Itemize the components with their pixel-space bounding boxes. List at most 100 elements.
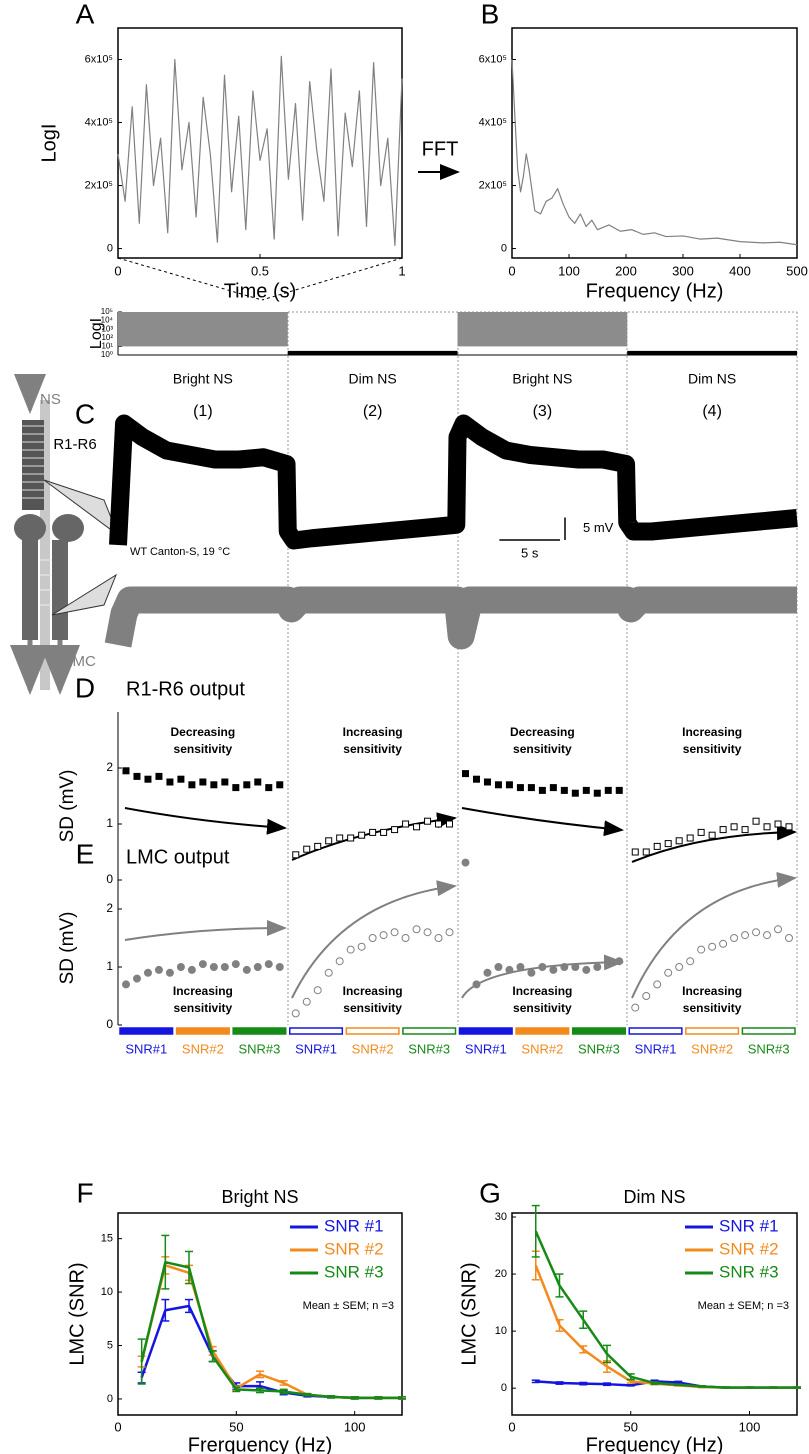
y-tick-label: 2x10⁵ — [85, 179, 113, 191]
point — [187, 965, 196, 974]
x-tick-label: 500 — [786, 263, 808, 278]
error-bar — [374, 1396, 383, 1400]
point — [209, 963, 218, 971]
y-tick-label: 10¹ — [101, 342, 113, 351]
point — [675, 963, 684, 971]
point — [461, 858, 470, 867]
point — [264, 960, 273, 969]
x-axis-label: Frequency (Hz) — [586, 280, 724, 302]
annotation: Increasing — [343, 725, 403, 739]
error-bar — [674, 1383, 683, 1387]
point — [686, 957, 695, 966]
y-tick-label: 0 — [501, 1382, 507, 1394]
y-tick-label: 1 — [106, 816, 113, 830]
point — [231, 960, 240, 969]
legend-label: SNR #3 — [719, 1262, 779, 1281]
legend-label: SNR #2 — [719, 1239, 779, 1258]
error-bar — [137, 1338, 146, 1385]
annotation: sensitivity — [343, 1001, 402, 1015]
voltage-trace — [109, 414, 798, 550]
point — [615, 957, 624, 966]
note: Mean ± SEM; n =3 — [303, 1300, 394, 1312]
error-bar — [650, 1381, 659, 1385]
y-tick-label: 2x10⁵ — [479, 179, 507, 191]
stimulus-label: NS — [40, 391, 61, 408]
snr-label: SNR#1 — [295, 1041, 337, 1056]
point — [560, 963, 569, 971]
point — [697, 945, 706, 954]
error-bar — [698, 1385, 706, 1388]
y-tick-label: 6x10⁵ — [85, 53, 113, 65]
point — [336, 834, 344, 842]
x-tick-label: 100 — [558, 263, 580, 278]
panel-letter: A — [76, 0, 95, 29]
point — [303, 845, 311, 853]
chart-title: LMC output — [126, 846, 230, 868]
data-line — [117, 55, 403, 246]
y-tick-label: 10⁰ — [101, 350, 113, 359]
point — [402, 820, 410, 828]
point — [122, 767, 130, 775]
point — [324, 968, 333, 977]
annotation: Increasing — [512, 984, 572, 998]
annotation: sensitivity — [683, 1001, 742, 1015]
error-bar — [579, 1345, 588, 1354]
error-bar — [603, 1382, 611, 1387]
y-tick-label: 10³ — [101, 324, 113, 333]
snr-bar — [628, 1027, 683, 1035]
data-line — [140, 1304, 402, 1400]
separators — [287, 311, 798, 1025]
point — [254, 778, 262, 786]
y-tick-label: 4x10⁵ — [85, 116, 113, 128]
point — [435, 820, 443, 828]
point — [730, 934, 739, 942]
plot-frame — [511, 1212, 798, 1416]
snr-bar — [345, 1027, 400, 1035]
point — [483, 968, 492, 977]
point — [368, 934, 377, 942]
point — [494, 963, 503, 971]
point — [642, 848, 650, 856]
zoom-line — [117, 257, 263, 301]
snr-label: SNR#1 — [125, 1041, 167, 1056]
point — [494, 781, 502, 789]
error-bar — [350, 1396, 359, 1400]
x-tick-label: 0.5 — [251, 263, 269, 278]
x-tick-label: 400 — [729, 263, 751, 278]
schematic — [10, 374, 120, 695]
condition-label: (4) — [702, 403, 722, 420]
y-axis-label: LMC (SNR) — [66, 1262, 88, 1365]
point — [774, 820, 782, 828]
error-bar — [303, 1392, 312, 1397]
point — [265, 784, 273, 792]
condition-label: (2) — [363, 403, 383, 420]
legend-label: SNR #3 — [324, 1262, 384, 1281]
point — [505, 781, 513, 789]
panel-letter: D — [75, 672, 95, 703]
annotation: Increasing — [682, 725, 742, 739]
stimulus-band — [118, 312, 288, 347]
y-tick-label: 2 — [106, 760, 113, 774]
point — [631, 1003, 640, 1012]
point — [144, 775, 152, 783]
point — [604, 786, 612, 794]
condition-label: (1) — [193, 403, 213, 420]
x-tick-label: 0 — [508, 263, 515, 278]
point — [719, 939, 728, 948]
point — [763, 931, 772, 940]
point — [325, 837, 333, 845]
error-bar — [579, 1381, 588, 1386]
point — [549, 965, 558, 974]
point — [401, 934, 410, 942]
snr-bar — [458, 1027, 513, 1035]
point — [302, 997, 311, 1006]
point — [357, 942, 366, 951]
y-axis-label: LogI — [38, 124, 60, 163]
point — [604, 960, 613, 969]
point — [391, 826, 399, 834]
point — [243, 781, 251, 789]
error-bar — [603, 1344, 611, 1364]
x-tick-label: 0 — [114, 263, 121, 278]
error-bar — [745, 1386, 754, 1389]
